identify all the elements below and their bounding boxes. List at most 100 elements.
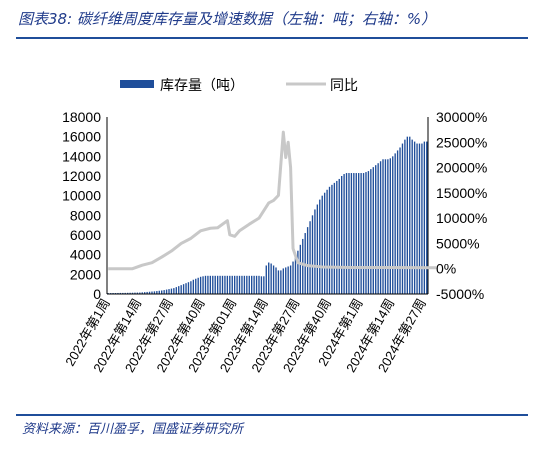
bar: [353, 173, 355, 294]
bar: [362, 173, 365, 294]
bar: [236, 275, 238, 294]
bar: [253, 275, 255, 294]
right-tick-label: 0%: [436, 261, 456, 277]
bar: [401, 143, 404, 294]
bar: [413, 141, 416, 294]
bar-series: [107, 136, 428, 294]
bar: [358, 173, 360, 294]
bar: [144, 292, 146, 294]
bar: [151, 291, 153, 294]
bar: [340, 176, 343, 294]
bar: [216, 275, 219, 294]
bar: [224, 275, 226, 294]
bar: [277, 270, 280, 294]
bar: [426, 141, 428, 294]
bar: [280, 270, 282, 294]
right-tick-label: 20000%: [436, 160, 487, 176]
right-tick-label: 25000%: [436, 134, 487, 150]
bar: [168, 289, 170, 294]
bar: [328, 186, 331, 294]
bar: [163, 290, 165, 294]
bar: [190, 281, 192, 294]
bar: [365, 172, 367, 294]
bar: [153, 291, 156, 294]
bar: [377, 163, 379, 294]
bar: [418, 143, 421, 294]
bar: [404, 139, 406, 294]
title-rule: [16, 37, 528, 39]
bar: [372, 167, 374, 294]
left-tick-label: 6000: [70, 227, 101, 243]
bar: [263, 276, 265, 294]
bar: [117, 292, 119, 294]
bar: [423, 141, 426, 294]
left-tick-label: 12000: [62, 168, 101, 184]
bar: [238, 275, 241, 294]
bar: [302, 238, 304, 294]
right-tick-label: 5000%: [436, 235, 480, 251]
bar: [367, 171, 370, 294]
chart-title: 图表38: 碳纤维周度库存量及增速数据（左轴：吨；右轴：%）: [18, 10, 437, 28]
bar: [297, 250, 299, 294]
bar: [409, 136, 411, 294]
bar: [311, 215, 314, 294]
left-tick-label: 2000: [70, 266, 101, 282]
bar: [323, 192, 326, 294]
bar: [309, 221, 311, 294]
bar: [355, 173, 357, 294]
line-series: [108, 130, 437, 271]
bar: [289, 265, 292, 294]
right-tick-label: 10000%: [436, 210, 487, 226]
bar: [321, 195, 323, 294]
bar: [270, 263, 272, 294]
bar: [382, 159, 384, 294]
bar: [258, 275, 260, 294]
bar: [141, 292, 143, 294]
bar: [178, 286, 180, 294]
left-tick-label: 10000: [62, 188, 101, 204]
legend-label-inventory: 库存量（吨）: [160, 77, 244, 93]
bar: [122, 292, 124, 294]
bar: [348, 173, 350, 294]
bar: [306, 227, 309, 294]
bar: [221, 275, 224, 294]
bar: [161, 290, 163, 294]
bar: [180, 285, 182, 294]
bar: [187, 282, 190, 294]
bar: [394, 153, 396, 294]
bar: [148, 291, 151, 294]
bar: [350, 173, 353, 294]
bar: [248, 275, 250, 294]
bar: [124, 292, 126, 294]
bar: [272, 265, 275, 294]
legend-bar-swatch: [120, 80, 154, 88]
bar: [326, 189, 328, 294]
bar: [207, 275, 209, 294]
bar: [243, 275, 246, 294]
bar: [316, 204, 319, 294]
bar: [129, 292, 131, 294]
bar: [384, 159, 387, 294]
bar: [314, 209, 316, 294]
bar: [126, 292, 129, 294]
bar: [158, 290, 160, 294]
bar: [292, 261, 294, 294]
bar: [209, 275, 212, 294]
bar: [411, 139, 413, 294]
bar: [331, 184, 333, 294]
footer-rule: [16, 414, 528, 416]
bar: [226, 275, 229, 294]
bar: [173, 288, 175, 294]
bar: [389, 158, 391, 294]
legend-label-yoy: 同比: [330, 77, 358, 93]
bar: [146, 291, 148, 294]
bar: [219, 275, 221, 294]
bar: [197, 277, 199, 294]
right-tick-label: 15000%: [436, 185, 487, 201]
bar: [229, 275, 231, 294]
yoy-line: [108, 130, 437, 271]
bar: [119, 292, 122, 294]
bar: [246, 275, 248, 294]
bar: [175, 287, 177, 294]
